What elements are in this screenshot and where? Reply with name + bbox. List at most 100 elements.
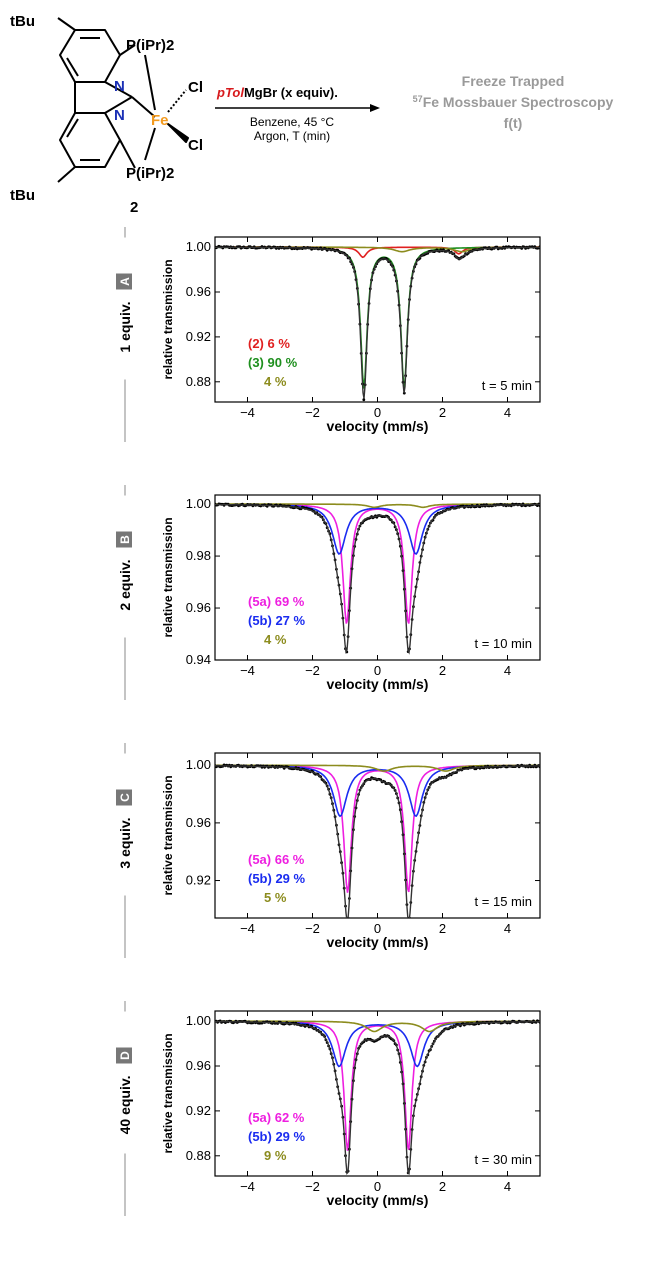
component-fit-curve — [215, 1020, 540, 1068]
x-tick-label: −2 — [305, 1179, 320, 1194]
phosphine-arm-bottom — [119, 139, 136, 169]
plot-area — [215, 1019, 540, 1176]
plot-area — [215, 763, 540, 922]
spectrum-panel-d: D 40 equiv. −4 −2 0 2 4 velocity (mm/s) 0.88 0.92… — [116, 1001, 541, 1216]
x-tick-label: −4 — [240, 405, 255, 420]
component-label: 4 % — [264, 632, 287, 647]
panel-letter-badge — [116, 273, 132, 290]
x-axis-label: velocity (mm/s) — [327, 1192, 429, 1208]
panel-letter-badge — [116, 789, 132, 806]
chloride-label-bottom: Cl — [188, 137, 203, 154]
y-axis-label: relative transmission — [161, 775, 175, 895]
product-line-2-text: Fe Mossbauer Spectroscopy — [423, 94, 614, 110]
p-fe-bond-top — [144, 54, 156, 111]
y-tick-label: 1.00 — [186, 757, 211, 772]
panel-letter: D — [118, 1051, 132, 1060]
tbu-bond-top — [57, 17, 76, 31]
panel-condition-label: D 40 equiv. — [116, 1047, 133, 1135]
x-axis-label: velocity (mm/s) — [327, 418, 429, 434]
x-tick-label: 2 — [439, 921, 446, 936]
component-label: (2) 6 % — [248, 336, 290, 351]
fe-cl-bond-wedged — [167, 123, 189, 143]
y-tick-label: 0.96 — [186, 815, 211, 830]
y-axis-label: relative transmission — [161, 259, 175, 379]
panel-condition-label: B 2 equiv. — [116, 531, 133, 611]
y-axis-label: relative transmission — [161, 517, 175, 637]
x-tick-label: −2 — [305, 405, 320, 420]
panel-letter: A — [118, 277, 132, 286]
data-point — [345, 919, 348, 922]
mossbauer-spectra: A 1 equiv. −4 −2 0 2 4 velocity (mm/s) 0.88 0.92 0… — [116, 227, 541, 1216]
panel-letter-badge — [116, 1047, 132, 1064]
reagent-prefix: pTol — [216, 85, 244, 100]
panel-letter-badge — [116, 531, 132, 548]
carbene-bond — [104, 81, 133, 98]
data-point — [362, 398, 366, 402]
x-tick-label: 0 — [374, 663, 381, 678]
x-tick-label: 0 — [374, 921, 381, 936]
component-label: (5a) 62 % — [248, 1110, 305, 1125]
component-label: 4 % — [264, 374, 287, 389]
product-line-1: Freeze Trapped — [462, 73, 565, 89]
component-label: (5a) 69 % — [248, 594, 305, 609]
total-fit-curve — [215, 246, 540, 399]
x-tick-label: 4 — [504, 1179, 511, 1194]
y-tick-label: 0.92 — [186, 1103, 211, 1118]
y-tick-label: 0.96 — [186, 600, 211, 615]
component-label: 9 % — [264, 1148, 287, 1163]
spectrum-panel-a: A 1 equiv. −4 −2 0 2 4 velocity (mm/s) 0.88 0.92 0… — [116, 227, 541, 442]
component-label: (3) 90 % — [248, 355, 298, 370]
x-tick-label: −4 — [240, 663, 255, 678]
tbu-label-bottom: tBu — [10, 187, 35, 204]
panel-letter: C — [118, 793, 132, 802]
product-line-3: f(t) — [504, 115, 523, 131]
total-fit-curve — [215, 1020, 540, 1176]
iron-label: Fe — [151, 112, 169, 129]
product-line-2: 57Fe Mossbauer Spectroscopy — [413, 94, 614, 110]
x-tick-label: −2 — [305, 921, 320, 936]
nitrogen-label-top: N — [114, 78, 125, 95]
aromatic-bond — [66, 57, 79, 77]
y-tick-label: 0.96 — [186, 1058, 211, 1073]
p-fe-bond-bottom — [144, 127, 156, 161]
component-label: (5b) 27 % — [248, 613, 306, 628]
iron-complex-structure — [57, 17, 189, 183]
y-tick-label: 0.98 — [186, 548, 211, 563]
plot-area — [215, 244, 540, 402]
phosphine-arm-top — [119, 44, 136, 56]
x-tick-label: 0 — [374, 1179, 381, 1194]
component-label: (5b) 29 % — [248, 871, 306, 886]
fe-cl-bond-hashed — [167, 89, 187, 113]
y-tick-label: 0.94 — [186, 652, 211, 667]
time-label: t = 5 min — [482, 378, 532, 393]
x-axis-label: velocity (mm/s) — [327, 934, 429, 950]
data-point — [407, 919, 410, 922]
panel-condition-text: 2 equiv. — [117, 560, 133, 611]
phosphine-label-bottom: P(iPr)2 — [126, 165, 174, 182]
reagent-label: pTolMgBr (x equiv). — [216, 85, 338, 100]
panel-condition-text: 40 equiv. — [117, 1076, 133, 1135]
panel-letter: B — [118, 535, 132, 544]
time-label: t = 15 min — [475, 894, 532, 909]
component-label: (5b) 29 % — [248, 1129, 306, 1144]
x-tick-label: 2 — [439, 663, 446, 678]
x-tick-label: 4 — [504, 921, 511, 936]
x-tick-label: −4 — [240, 921, 255, 936]
nitrogen-label-bottom: N — [114, 107, 125, 124]
y-tick-label: 1.00 — [186, 496, 211, 511]
panel-condition-label: A 1 equiv. — [116, 273, 133, 353]
y-tick-label: 0.88 — [186, 374, 211, 389]
component-fit-curve — [215, 764, 540, 818]
tbu-label-top: tBu — [10, 13, 35, 30]
x-tick-label: 2 — [439, 405, 446, 420]
panel-condition-text: 1 equiv. — [117, 302, 133, 353]
x-tick-label: 4 — [504, 405, 511, 420]
tbu-bond-bottom — [57, 166, 76, 183]
conditions-line-2: Argon, T (min) — [254, 129, 330, 143]
total-fit-curve — [215, 765, 540, 918]
panel-condition-text: 3 equiv. — [117, 818, 133, 869]
x-tick-label: −4 — [240, 1179, 255, 1194]
time-label: t = 10 min — [475, 636, 532, 651]
x-tick-label: 0 — [374, 405, 381, 420]
x-tick-label: 4 — [504, 663, 511, 678]
